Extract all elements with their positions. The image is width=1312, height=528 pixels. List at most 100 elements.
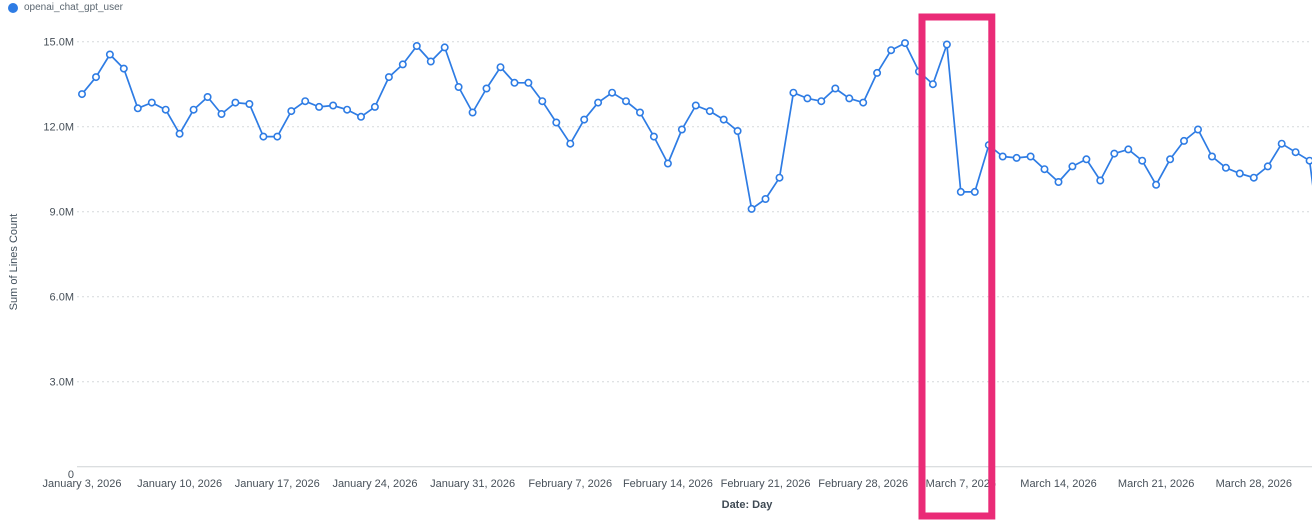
data-point-marker[interactable] — [845, 94, 854, 103]
data-point-marker[interactable] — [1180, 136, 1189, 145]
data-point-marker[interactable] — [175, 129, 184, 138]
data-point-marker[interactable] — [245, 100, 254, 109]
data-point-marker[interactable] — [1166, 155, 1175, 164]
data-point-marker[interactable] — [747, 204, 756, 213]
data-point-marker[interactable] — [315, 102, 324, 111]
data-point-marker[interactable] — [900, 39, 909, 48]
legend-swatch-icon — [8, 2, 18, 13]
data-point-marker[interactable] — [454, 83, 463, 92]
data-point-marker[interactable] — [775, 173, 784, 182]
data-point-marker[interactable] — [1124, 145, 1133, 154]
data-point-marker[interactable] — [482, 84, 491, 93]
data-point-marker[interactable] — [510, 78, 519, 87]
data-point-marker[interactable] — [635, 108, 644, 117]
data-point-marker[interactable] — [942, 40, 951, 49]
data-point-marker[interactable] — [1277, 139, 1286, 148]
data-point-marker[interactable] — [608, 88, 617, 97]
data-point-marker[interactable] — [426, 57, 435, 66]
data-point-marker[interactable] — [719, 115, 728, 124]
data-point-marker[interactable] — [105, 50, 114, 59]
data-point-marker[interactable] — [356, 112, 365, 121]
data-point-marker[interactable] — [1110, 149, 1119, 158]
data-point-marker[interactable] — [1305, 156, 1312, 165]
data-point-marker[interactable] — [1068, 162, 1077, 171]
data-point-marker[interactable] — [998, 152, 1007, 161]
x-tick-label: January 24, 2026 — [332, 478, 417, 490]
data-point-marker[interactable] — [817, 97, 826, 106]
data-point-marker[interactable] — [538, 97, 547, 106]
data-point-marker[interactable] — [887, 46, 896, 55]
data-point-marker[interactable] — [831, 84, 840, 93]
data-point-marker[interactable] — [147, 98, 156, 107]
legend-item[interactable]: openai_chat_gpt_user — [8, 2, 123, 13]
data-point-marker[interactable] — [761, 195, 770, 204]
data-point-marker[interactable] — [524, 78, 533, 87]
data-point-marker[interactable] — [691, 101, 700, 110]
y-tick-label: 6.0M — [50, 292, 74, 304]
data-point-marker[interactable] — [970, 187, 979, 196]
data-point-marker[interactable] — [1012, 153, 1021, 162]
data-point-marker[interactable] — [956, 187, 965, 196]
data-point-marker[interactable] — [440, 43, 449, 52]
data-point-marker[interactable] — [343, 105, 352, 114]
data-point-marker[interactable] — [259, 132, 268, 141]
data-point-marker[interactable] — [384, 73, 393, 82]
data-point-marker[interactable] — [133, 104, 142, 113]
data-point-marker[interactable] — [649, 132, 658, 141]
data-point-marker[interactable] — [1208, 152, 1217, 161]
y-tick-label: 12.0M — [43, 122, 74, 134]
data-point-marker[interactable] — [1194, 125, 1203, 134]
highlight-box — [918, 13, 996, 520]
x-tick-label: January 17, 2026 — [235, 478, 320, 490]
data-point-marker[interactable] — [1082, 155, 1091, 164]
data-point-marker[interactable] — [468, 108, 477, 117]
y-tick-label: 15.0M — [43, 37, 74, 49]
data-point-marker[interactable] — [412, 41, 421, 50]
data-point-marker[interactable] — [231, 98, 240, 107]
data-point-marker[interactable] — [287, 107, 296, 116]
data-point-marker[interactable] — [161, 105, 170, 114]
data-point-marker[interactable] — [803, 94, 812, 103]
data-point-marker[interactable] — [621, 97, 630, 106]
data-point-marker[interactable] — [496, 63, 505, 72]
data-point-marker[interactable] — [928, 80, 937, 89]
data-point-marker[interactable] — [329, 101, 338, 110]
data-point-marker[interactable] — [1249, 173, 1258, 182]
data-point-marker[interactable] — [663, 159, 672, 168]
data-point-marker[interactable] — [78, 90, 87, 99]
data-point-marker[interactable] — [1096, 176, 1105, 185]
data-point-marker[interactable] — [301, 97, 310, 106]
data-point-marker[interactable] — [873, 68, 882, 77]
data-point-marker[interactable] — [1152, 180, 1161, 189]
data-point-marker[interactable] — [1054, 178, 1063, 187]
data-point-marker[interactable] — [398, 60, 407, 69]
data-point-marker[interactable] — [203, 93, 212, 102]
x-axis-title: Date: Day — [721, 499, 773, 511]
x-tick-label: February 14, 2026 — [623, 478, 713, 490]
data-point-marker[interactable] — [677, 125, 686, 134]
data-point-marker[interactable] — [1235, 169, 1244, 178]
data-point-marker[interactable] — [189, 105, 198, 114]
data-point-marker[interactable] — [1138, 156, 1147, 165]
data-point-marker[interactable] — [119, 64, 128, 73]
data-point-marker[interactable] — [273, 132, 282, 141]
data-point-marker[interactable] — [1291, 148, 1300, 157]
data-point-marker[interactable] — [92, 73, 101, 82]
data-point-marker[interactable] — [370, 102, 379, 111]
data-point-marker[interactable] — [1040, 165, 1049, 174]
data-point-marker[interactable] — [217, 110, 226, 119]
data-point-marker[interactable] — [705, 107, 714, 116]
data-point-marker[interactable] — [580, 115, 589, 124]
data-point-marker[interactable] — [859, 98, 868, 107]
data-point-marker[interactable] — [1263, 162, 1272, 171]
y-tick-label: 3.0M — [50, 377, 74, 389]
data-point-marker[interactable] — [733, 127, 742, 136]
data-point-marker[interactable] — [566, 139, 575, 148]
x-tick-label: January 31, 2026 — [430, 478, 515, 490]
data-point-marker[interactable] — [789, 88, 798, 97]
data-point-marker[interactable] — [1026, 152, 1035, 161]
data-point-marker[interactable] — [552, 118, 561, 127]
data-point-marker[interactable] — [1221, 163, 1230, 172]
data-point-marker[interactable] — [594, 98, 603, 107]
